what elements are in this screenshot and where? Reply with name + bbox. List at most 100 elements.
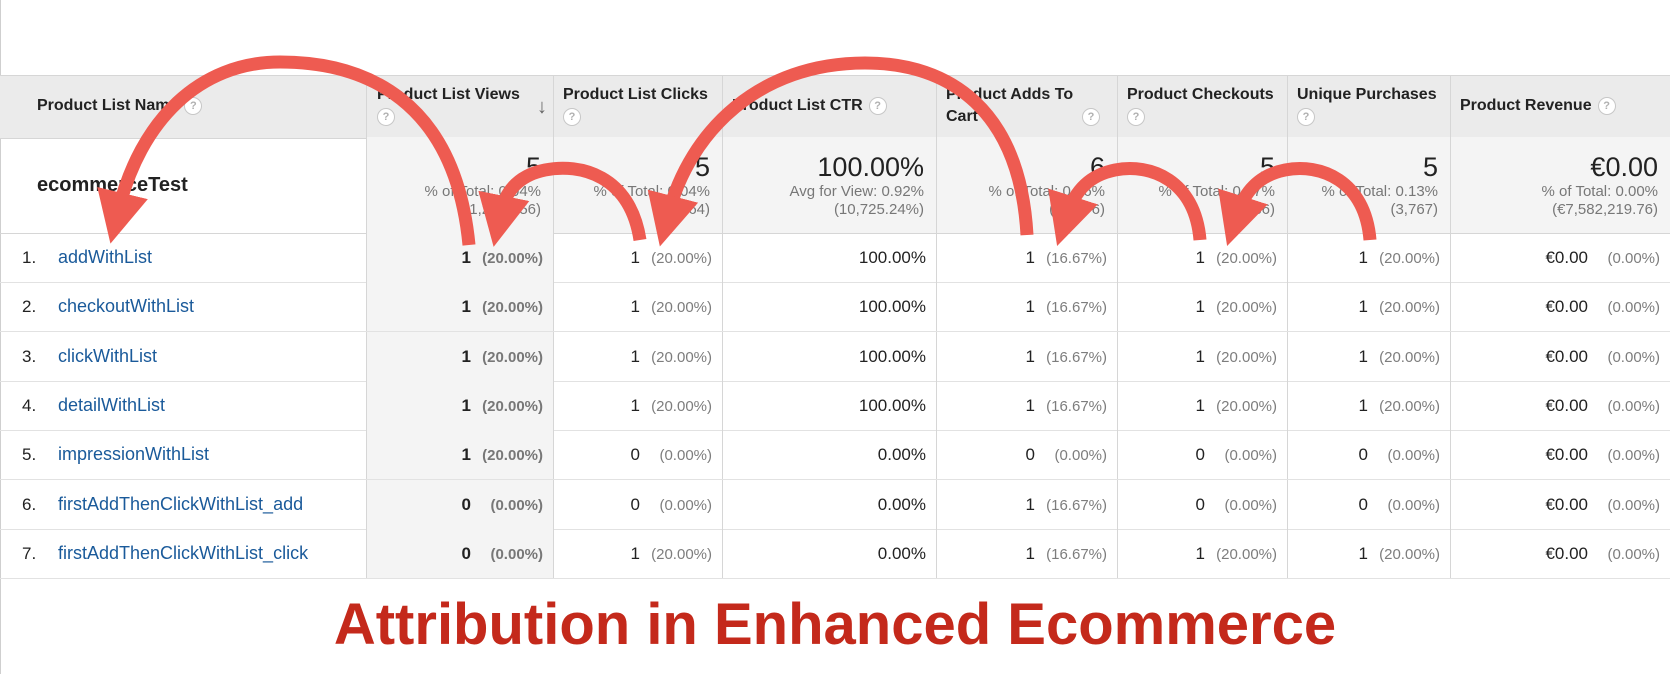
total-value: 5 <box>1259 152 1275 182</box>
product-list-link[interactable]: checkoutWithList <box>58 296 195 317</box>
cell-purchases: 1 (20.00%) <box>1288 282 1451 332</box>
cell-adds: 1 (16.67%) <box>937 380 1118 430</box>
cell-percent: (0.00%) <box>1387 447 1440 465</box>
total-percent: % of Total: 0.00% <box>1541 183 1658 200</box>
help-icon[interactable]: ? <box>1082 107 1100 126</box>
cell-value: 1 <box>1025 346 1035 366</box>
cell-adds: 1 (16.67%) <box>937 528 1118 578</box>
slide-caption: Attribution in Enhanced Ecommerce <box>333 592 1337 657</box>
cell-revenue: €0.00 (0.00%) <box>1451 381 1670 430</box>
total-base: (7,036) <box>1227 201 1275 218</box>
total-adds: 6 % of Total: 0.06% (10,176) <box>937 137 1118 233</box>
cell-percent: (0.00%) <box>1607 348 1660 366</box>
cell-value: 1 <box>1195 346 1205 366</box>
sort-descending-icon[interactable]: ↓ <box>537 96 547 118</box>
table-header-row: Product List Name? Product List Views ? … <box>0 75 1670 139</box>
row-number: 2. <box>22 297 37 317</box>
product-list-link[interactable]: clickWithList <box>58 345 158 366</box>
cell-value: 100.00% <box>858 395 926 415</box>
cell-purchases: 1 (20.00%) <box>1288 380 1451 430</box>
cell-percent: (0.00%) <box>659 496 712 514</box>
cell-checkouts: 1 (20.00%) <box>1118 233 1288 282</box>
cell-clicks: 1 (20.00%) <box>554 233 723 282</box>
cell-percent: (20.00%) <box>1379 545 1440 563</box>
total-value: 5 <box>525 152 541 182</box>
row-number: 7. <box>22 543 37 563</box>
cell-percent: (0.00%) <box>1607 250 1660 267</box>
row-name-cell: 6. firstAddThenClickWithList_add <box>0 479 367 529</box>
cell-value: €0.00 <box>1545 395 1588 415</box>
help-icon[interactable]: ? <box>184 96 203 115</box>
cell-views: 1 (20.00%) <box>367 233 554 282</box>
total-value: 6 <box>1089 152 1105 182</box>
cell-value: €0.00 <box>1545 297 1588 317</box>
product-list-link[interactable]: firstAddThenClickWithList_click <box>58 542 309 563</box>
row-name-cell: 1. addWithList <box>0 233 367 282</box>
cell-value: €0.00 <box>1545 445 1588 465</box>
cell-value: 1 <box>1195 395 1205 415</box>
cell-percent: (0.00%) <box>1607 397 1660 415</box>
help-icon[interactable]: ? <box>563 107 581 126</box>
col-header-label: Product List Name <box>37 97 179 114</box>
row-name-cell: 3. clickWithList <box>0 331 367 381</box>
col-header-unique-purchases[interactable]: Unique Purchases ? <box>1288 76 1451 138</box>
cell-revenue: €0.00 (0.00%) <box>1451 332 1670 381</box>
cell-percent: (20.00%) <box>1379 397 1440 415</box>
cell-value: 0 <box>630 494 640 514</box>
col-header-product-list-ctr[interactable]: Product List CTR? <box>723 76 937 138</box>
cell-views: 0 (0.00%) <box>367 528 554 578</box>
cell-purchases: 0 (0.00%) <box>1288 430 1451 480</box>
cell-value: 0 <box>1358 494 1368 514</box>
col-header-product-list-views[interactable]: Product List Views ? ↓ <box>367 76 554 138</box>
cell-percent: (20.00%) <box>1379 299 1440 317</box>
cell-value: 1 <box>630 543 640 563</box>
cell-percent: (20.00%) <box>651 545 712 563</box>
total-ctr: 100.00% Avg for View: 0.92% (10,725.24%) <box>723 137 937 233</box>
cell-percent: (0.00%) <box>1224 447 1277 465</box>
product-list-link[interactable]: firstAddThenClickWithList_add <box>58 493 304 514</box>
cell-percent: (16.67%) <box>1046 348 1107 366</box>
cell-views: 1 (20.00%) <box>367 282 554 332</box>
cell-value: 1 <box>1358 346 1368 366</box>
table-row: 6. firstAddThenClickWithList_add 0 (0.00%) 0… <box>0 479 1670 530</box>
cell-revenue: €0.00 (0.00%) <box>1451 480 1670 529</box>
cell-revenue: €0.00 (0.00%) <box>1451 282 1670 331</box>
help-icon[interactable]: ? <box>1297 107 1315 126</box>
table-row: 4. detailWithList 1 (20.00%) 1 (20.00%) 100.00… <box>0 380 1670 431</box>
total-base: (3,767) <box>1390 201 1438 218</box>
cell-value: 1 <box>1025 395 1035 415</box>
help-icon[interactable]: ? <box>868 96 887 115</box>
col-header-product-adds-to-cart[interactable]: Product Adds To Cart? <box>937 76 1118 138</box>
col-header-product-checkouts[interactable]: Product Checkouts ? <box>1118 76 1288 138</box>
cell-percent: (20.00%) <box>1379 348 1440 366</box>
cell-percent: (16.67%) <box>1046 299 1107 317</box>
cell-clicks: 1 (20.00%) <box>554 282 723 332</box>
cell-revenue: €0.00 (0.00%) <box>1451 529 1670 578</box>
product-list-link[interactable]: addWithList <box>58 247 153 267</box>
col-header-product-list-clicks[interactable]: Product List Clicks ? <box>554 76 723 138</box>
cell-checkouts: 1 (20.00%) <box>1118 528 1288 578</box>
cell-value: 0 <box>461 494 471 514</box>
help-icon[interactable]: ? <box>377 107 395 126</box>
cell-value: 1 <box>1358 395 1368 415</box>
col-header-label: Unique Purchases <box>1297 86 1437 103</box>
product-list-link[interactable]: impressionWithList <box>58 444 210 465</box>
row-name-cell: 4. detailWithList <box>0 380 367 430</box>
row-number: 6. <box>22 494 37 514</box>
help-icon[interactable]: ? <box>1597 96 1616 115</box>
cell-percent: (0.00%) <box>1607 545 1660 563</box>
totals-row: ecommerceTest 5 % of Total: 0.04% (11,22… <box>0 137 1670 234</box>
total-percent: % of Total: 0.04% <box>424 183 541 200</box>
total-checkouts: 5 % of Total: 0.07% (7,036) <box>1118 137 1288 233</box>
help-icon[interactable]: ? <box>1127 107 1145 126</box>
col-header-product-list-name[interactable]: Product List Name? <box>0 76 367 138</box>
total-percent: % of Total: 0.13% <box>1321 183 1438 200</box>
product-list-link[interactable]: detailWithList <box>58 394 166 415</box>
cell-adds: 1 (16.67%) <box>937 331 1118 381</box>
col-header-label: Product Adds To Cart <box>946 86 1074 125</box>
cell-value: 1 <box>1025 297 1035 317</box>
cell-percent: (0.00%) <box>1054 447 1107 465</box>
cell-percent: (20.00%) <box>1216 250 1277 267</box>
cell-percent: (16.67%) <box>1046 496 1107 514</box>
col-header-product-revenue[interactable]: Product Revenue? <box>1451 76 1670 138</box>
